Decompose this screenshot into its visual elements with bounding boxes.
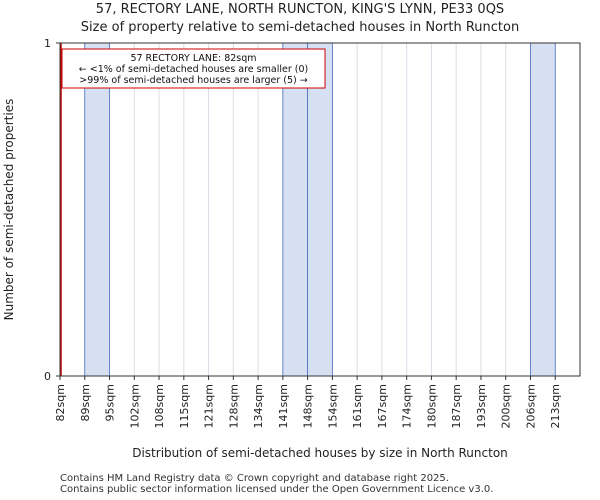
x-tick-label: 174sqm — [401, 384, 414, 428]
chart-subtitle: Size of property relative to semi-detach… — [80, 20, 520, 35]
x-tick-label: 213sqm — [549, 384, 562, 428]
y-axis-label: Number of semi-detached properties — [2, 99, 16, 321]
x-tick-label: 82sqm — [54, 384, 67, 421]
x-tick-label: 148sqm — [302, 384, 315, 428]
x-tick-label: 128sqm — [227, 384, 240, 428]
x-tick-label: 180sqm — [425, 384, 438, 428]
y-tick-label: 0 — [44, 370, 51, 383]
x-axis-label: Distribution of semi-detached houses by … — [132, 446, 508, 460]
x-tick-label: 134sqm — [252, 384, 265, 428]
x-tick-label: 187sqm — [450, 384, 463, 428]
x-tick-label: 206sqm — [524, 384, 537, 428]
footer-line-1: Contains HM Land Registry data © Crown c… — [60, 473, 449, 484]
x-tick-label: 115sqm — [178, 384, 191, 428]
x-tick-label: 89sqm — [79, 384, 92, 421]
x-tick-label: 108sqm — [153, 384, 166, 428]
x-tick-label: 161sqm — [351, 384, 364, 428]
annotation-line: ← <1% of semi-detached houses are smalle… — [79, 64, 308, 75]
chart-title: 57, RECTORY LANE, NORTH RUNCTON, KING'S … — [95, 2, 505, 17]
plot-frame — [59, 42, 581, 377]
annotation-line: 57 RECTORY LANE: 82sqm — [130, 53, 256, 64]
x-tick-label: 141sqm — [277, 384, 290, 428]
x-tick-label: 102sqm — [128, 384, 141, 428]
bar-148sqm — [307, 42, 333, 377]
annotation-line: >99% of semi-detached houses are larger … — [79, 75, 307, 86]
bar-206sqm — [530, 42, 556, 377]
x-tick-label: 167sqm — [376, 384, 389, 428]
bar-141sqm — [282, 42, 309, 377]
y-tick-label: 1 — [44, 37, 51, 50]
footer-line-2: Contains public sector information licen… — [60, 484, 494, 495]
bar-89sqm — [84, 42, 110, 377]
x-tick-label: 200sqm — [500, 384, 513, 428]
annotation-box — [61, 48, 326, 89]
x-tick-label: 193sqm — [475, 384, 488, 428]
x-tick-label: 154sqm — [326, 384, 339, 428]
x-tick-label: 121sqm — [203, 384, 216, 428]
x-tick-label: 95sqm — [104, 384, 117, 421]
